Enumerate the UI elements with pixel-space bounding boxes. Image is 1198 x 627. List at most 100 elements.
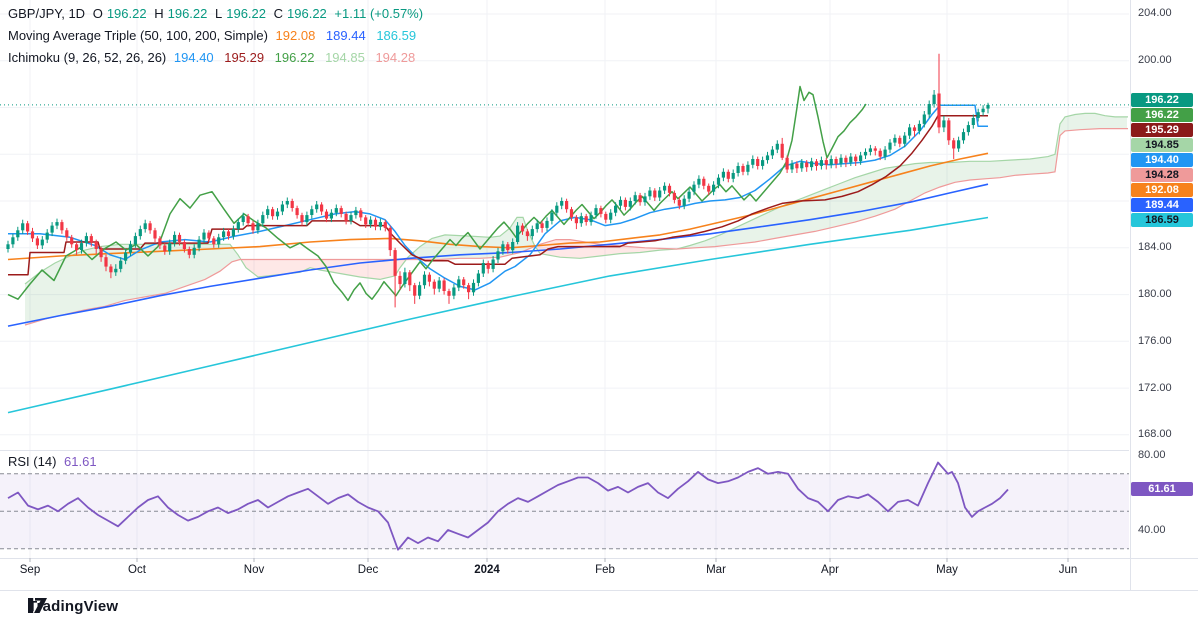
candle-body xyxy=(863,151,868,156)
candle-body xyxy=(275,211,280,217)
candle-body xyxy=(202,232,206,240)
candle-body xyxy=(682,198,686,206)
time-axis-label: Oct xyxy=(128,564,146,576)
candle-body xyxy=(525,231,529,237)
time-axis-label: Dec xyxy=(357,564,379,576)
candle-body xyxy=(569,209,574,218)
candle-body xyxy=(94,242,98,249)
candle-body xyxy=(663,185,667,191)
ichimoku-label: Ichimoku (9, 26, 52, 26, 26) xyxy=(8,50,167,65)
candle-body xyxy=(775,143,779,150)
candle-body xyxy=(805,162,809,168)
candle-body xyxy=(618,199,623,206)
ichimoku-conversion-line xyxy=(8,104,988,291)
time-axis-label: Nov xyxy=(243,564,265,576)
candle-body xyxy=(383,222,387,228)
price-axis-badge: 61.61 xyxy=(1131,482,1193,496)
candle-body xyxy=(716,177,721,185)
rsi-line xyxy=(7,461,1009,551)
candle-body xyxy=(834,159,838,164)
candle-body xyxy=(261,215,265,224)
candle-body xyxy=(70,237,74,245)
candle-body xyxy=(40,239,44,246)
rsi-legend-row[interactable]: RSI (14) 61.61 xyxy=(8,454,101,469)
time-axis-label: 2024 xyxy=(474,564,500,576)
candle-body xyxy=(765,155,770,161)
axis-label: 80.00 xyxy=(1138,449,1166,461)
candle-body xyxy=(109,266,113,273)
ichimoku-conversion-value: 194.40 xyxy=(173,50,214,65)
candle-body xyxy=(545,220,549,228)
candle-body xyxy=(222,231,226,238)
candle-body xyxy=(658,190,662,198)
open-label: O xyxy=(92,6,103,21)
tradingview-logo-icon xyxy=(28,598,47,613)
candle-body xyxy=(349,215,353,221)
price-axis-badge: 195.29 xyxy=(1131,123,1193,137)
candle-body xyxy=(447,291,451,296)
candle-body xyxy=(937,93,941,128)
price-axis-badge: 194.28 xyxy=(1131,168,1193,182)
candle-body xyxy=(672,192,676,200)
candle-body xyxy=(16,230,20,238)
candle-body xyxy=(751,159,755,165)
candle-body xyxy=(854,156,858,162)
candle-body xyxy=(344,213,348,221)
price-axis-badge: 196.22 xyxy=(1131,108,1193,122)
candle-body xyxy=(369,219,373,225)
ichimoku-cloud xyxy=(537,239,675,259)
candle-body xyxy=(65,230,69,238)
candle-body xyxy=(290,201,294,208)
axis-label: 184.00 xyxy=(1138,241,1172,253)
candle-body xyxy=(883,149,887,157)
candle-body xyxy=(761,160,765,166)
candle-body xyxy=(148,223,152,231)
time-axis-label: Apr xyxy=(821,564,839,576)
candle-body xyxy=(780,143,784,158)
candle-body xyxy=(756,159,760,166)
candle-body xyxy=(158,238,162,246)
ma-triple-label: Moving Average Triple (50, 100, 200, Sim… xyxy=(8,28,268,43)
axis-label: 172.00 xyxy=(1138,382,1172,394)
candle-body xyxy=(746,164,750,172)
ichimoku-lead-b-line xyxy=(24,128,1128,326)
ma200-value: 186.59 xyxy=(376,28,417,43)
price-axis-badge: 196.22 xyxy=(1131,93,1193,107)
candle-body xyxy=(153,230,157,239)
ma100-value: 189.44 xyxy=(325,28,366,43)
candle-body xyxy=(687,191,691,199)
candle-body xyxy=(11,237,15,245)
candle-body xyxy=(251,223,255,231)
candle-body xyxy=(285,201,289,205)
ma-triple-legend-row[interactable]: Moving Average Triple (50, 100, 200, Sim… xyxy=(8,28,423,43)
ichimoku-legend-row[interactable]: Ichimoku (9, 26, 52, 26, 26) 194.40 195.… xyxy=(8,50,422,65)
candle-body xyxy=(712,184,716,192)
candle-body xyxy=(133,236,137,245)
axis-label: 168.00 xyxy=(1138,428,1172,440)
candle-body xyxy=(535,223,539,230)
candle-body xyxy=(241,216,245,222)
candle-body xyxy=(961,132,966,141)
symbol-legend-row[interactable]: GBP/JPY, 1D O 196.22 H 196.22 L 196.22 C 196… xyxy=(8,6,427,21)
candle-body xyxy=(256,223,260,231)
ichimoku-lead-b-value: 194.28 xyxy=(375,50,416,65)
candle-body xyxy=(26,223,30,232)
candle-body xyxy=(932,94,936,105)
candle-body xyxy=(702,178,706,186)
candle-body xyxy=(246,216,250,224)
candle-body xyxy=(971,118,975,125)
candle-body xyxy=(84,236,88,244)
candle-body xyxy=(604,213,608,220)
candle-body xyxy=(104,257,108,267)
candle-body xyxy=(908,127,912,136)
candle-body xyxy=(878,150,882,157)
candle-body xyxy=(339,208,343,214)
candle-body xyxy=(79,243,84,251)
close-value: 196.22 xyxy=(287,6,327,21)
candle-body xyxy=(819,160,823,166)
candle-body xyxy=(437,280,441,289)
tradingview-logo[interactable]: TradingView xyxy=(28,598,118,615)
symbol-title: GBP/JPY, 1D xyxy=(8,6,86,21)
candle-body xyxy=(844,157,848,163)
